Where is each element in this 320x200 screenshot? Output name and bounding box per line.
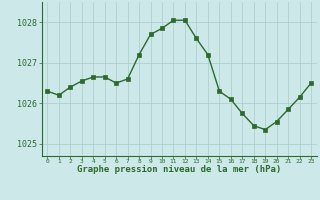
X-axis label: Graphe pression niveau de la mer (hPa): Graphe pression niveau de la mer (hPa)	[77, 165, 281, 174]
